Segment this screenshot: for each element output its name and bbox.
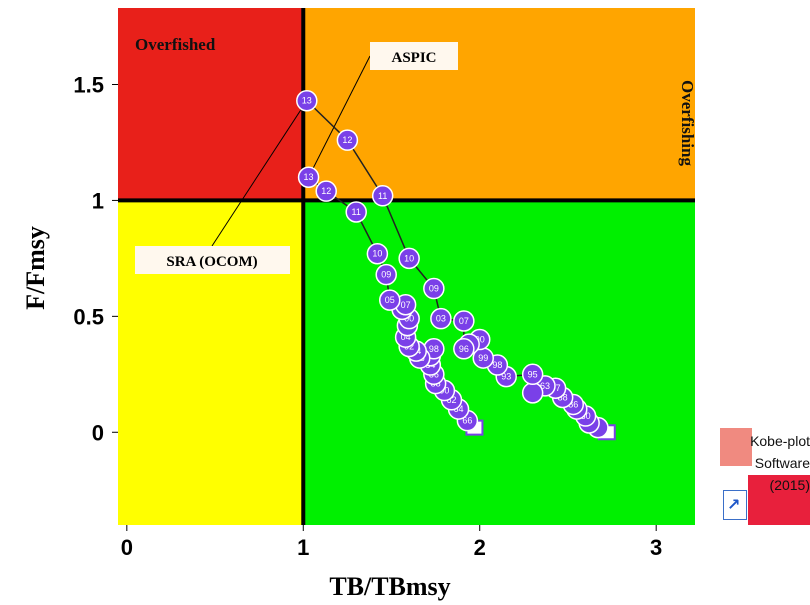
data-point-label: 13: [302, 96, 312, 106]
data-point-label: 86: [568, 399, 578, 409]
data-point-label: 12: [321, 186, 331, 196]
series-aspic: 6664629088868482989694920408000607050910…: [297, 166, 484, 436]
logo-arrow-box: ↗: [723, 490, 747, 520]
data-point-label: 98: [429, 344, 439, 354]
annotation-box: [135, 246, 290, 274]
data-point-label: 99: [478, 353, 488, 363]
data-point-label: 03: [436, 314, 446, 324]
data-point: [375, 263, 397, 286]
data-point-label: 05: [385, 295, 395, 305]
y-tick-label: 1.5: [73, 73, 104, 98]
data-point: [366, 242, 389, 265]
y-axis-label: F/Fmsy: [21, 226, 50, 310]
annotation-leader: [211, 100, 308, 247]
data-point-label: 00: [475, 335, 485, 345]
logo-red-block: [748, 475, 810, 525]
data-point-label: 10: [372, 249, 382, 259]
zone-label-overfished: Overfished: [135, 35, 216, 54]
annotation-leader: [308, 55, 371, 178]
axis-ticks: 0 1 2 300.511.5: [73, 73, 662, 560]
zone-overfishing: [303, 8, 695, 201]
data-point-label: 11: [352, 207, 361, 217]
logo-pink-block: [720, 428, 752, 466]
data-point-label: 96: [459, 344, 469, 354]
annotations: ASPIC SRA (OCOM): [135, 42, 458, 274]
data-point-label: 11: [378, 191, 387, 201]
y-tick-label: 1: [92, 188, 104, 213]
x-axis-label: TB/TBmsy: [329, 572, 450, 601]
kobe-plot-software-logo: ↗ Kobe-plot Software (2015): [720, 425, 810, 525]
data-point: [398, 247, 420, 270]
data-point-label: 93: [501, 372, 511, 382]
series-sra: 80848688976395939899009607030910111213: [296, 89, 616, 441]
data-point-label: 97: [551, 383, 561, 393]
y-tick-label: 0.5: [73, 304, 104, 329]
data-point: [453, 338, 475, 360]
annotation-box: [370, 42, 458, 70]
x-tick-label: 2: [474, 535, 486, 560]
data-point-label: 00: [404, 314, 414, 324]
data-point-label: 95: [528, 369, 538, 379]
annotation-label-sra: SRA (OCOM): [166, 254, 257, 270]
annotation-label-aspic: ASPIC: [391, 50, 436, 66]
zone-label-overfishing: Overfishing: [678, 80, 697, 166]
data-point-label: 10: [404, 253, 414, 263]
data-point-label: 80: [581, 411, 591, 421]
logo-line-1: Kobe-plot: [750, 433, 810, 449]
data-point-label: 90: [439, 386, 449, 396]
plot-zones: [118, 8, 695, 525]
data-point-label: 12: [342, 135, 352, 145]
data-point: [453, 310, 475, 332]
data-point: [371, 185, 394, 207]
data-point: [378, 289, 401, 311]
arrow-icon: ↗: [727, 495, 741, 514]
data-point: [336, 129, 359, 151]
data-point-label: 64: [454, 404, 464, 414]
logo-line-2: Software: [754, 455, 810, 471]
data-point: [521, 382, 544, 404]
x-tick-label: 1: [297, 535, 309, 560]
data-point-label: 09: [381, 270, 391, 280]
data-point-label: 88: [558, 392, 568, 402]
data-point-label: 04: [401, 332, 411, 342]
data-point: [430, 307, 452, 330]
data-series: 6664629088868482989694920408000607050910…: [296, 89, 616, 441]
y-tick-label: 0: [92, 420, 104, 445]
x-tick-label: 0: [121, 535, 133, 560]
data-point-label: 09: [429, 284, 439, 294]
data-point-label: 07: [401, 300, 411, 310]
data-point: [297, 166, 320, 188]
data-point-label: 98: [492, 360, 502, 370]
data-point-label: 66: [462, 416, 472, 426]
data-point: [315, 180, 337, 202]
data-point-label: 07: [459, 316, 469, 326]
data-point: [345, 201, 367, 223]
data-point: [521, 363, 544, 386]
x-tick-label: 3: [650, 535, 662, 560]
logo-line-3: (2015): [769, 477, 810, 493]
data-point: [423, 277, 445, 300]
data-point-label: 62: [446, 395, 456, 405]
zone-overfished: [118, 8, 304, 201]
data-point: [296, 89, 318, 112]
data-point-label: 63: [540, 381, 550, 391]
data-point-label: 13: [304, 172, 314, 182]
